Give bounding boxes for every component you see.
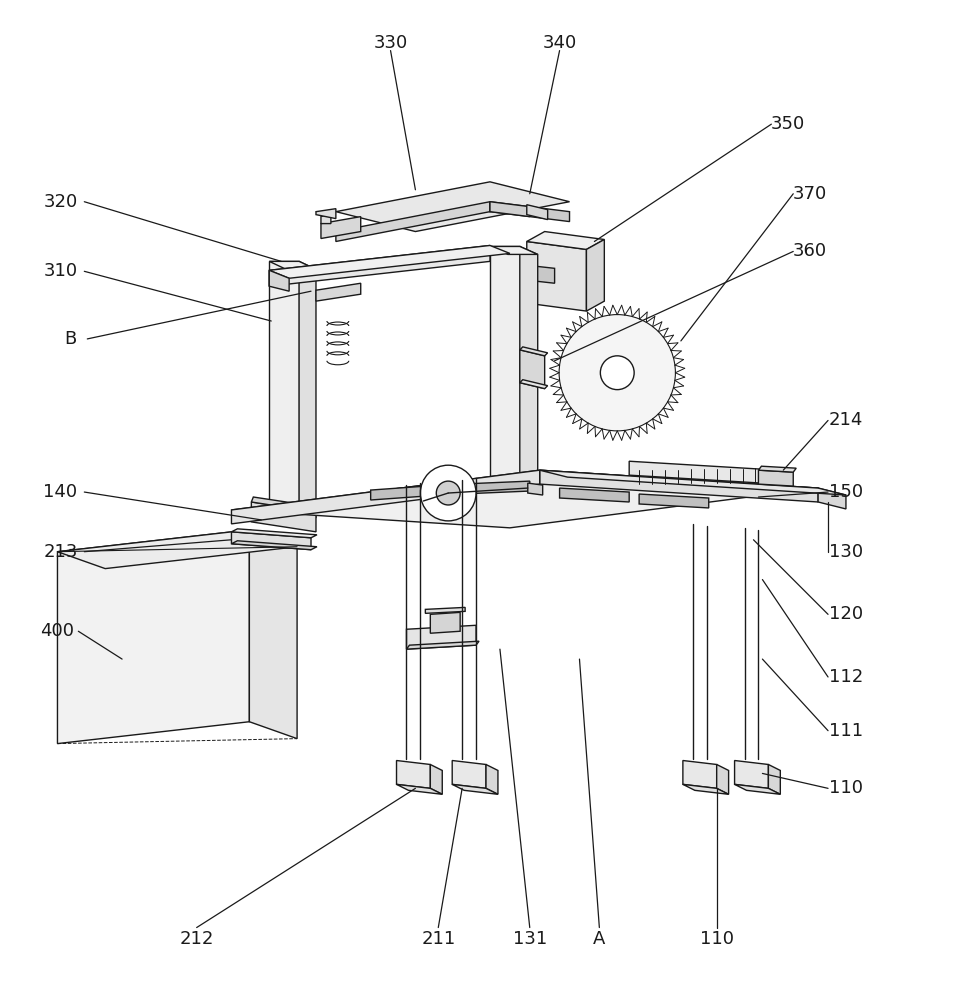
Polygon shape xyxy=(527,241,586,311)
Text: 120: 120 xyxy=(829,605,863,623)
Text: 140: 140 xyxy=(44,483,78,501)
Polygon shape xyxy=(406,625,476,649)
Circle shape xyxy=(600,356,634,390)
Polygon shape xyxy=(232,470,818,528)
Text: 130: 130 xyxy=(829,543,863,561)
Text: 212: 212 xyxy=(179,930,214,948)
Text: A: A xyxy=(593,930,606,948)
Polygon shape xyxy=(540,470,818,502)
Polygon shape xyxy=(759,470,793,486)
Polygon shape xyxy=(232,541,317,550)
Text: 340: 340 xyxy=(543,34,577,52)
Polygon shape xyxy=(232,470,540,524)
Polygon shape xyxy=(316,283,360,301)
Text: 214: 214 xyxy=(829,411,863,429)
Polygon shape xyxy=(490,246,520,510)
Text: 150: 150 xyxy=(829,483,863,501)
Polygon shape xyxy=(490,246,538,254)
Polygon shape xyxy=(528,483,543,495)
Text: 370: 370 xyxy=(793,185,827,203)
Polygon shape xyxy=(396,784,442,794)
Circle shape xyxy=(436,481,460,505)
Text: 360: 360 xyxy=(793,242,827,260)
Polygon shape xyxy=(520,246,538,518)
Polygon shape xyxy=(520,380,547,389)
Text: 320: 320 xyxy=(43,193,78,211)
Polygon shape xyxy=(232,532,311,550)
Circle shape xyxy=(421,465,476,521)
Polygon shape xyxy=(316,209,336,219)
Polygon shape xyxy=(629,461,778,484)
Polygon shape xyxy=(249,530,297,739)
Polygon shape xyxy=(321,214,331,224)
Polygon shape xyxy=(321,217,360,239)
Polygon shape xyxy=(527,232,604,249)
Polygon shape xyxy=(269,261,299,510)
Polygon shape xyxy=(537,266,554,283)
Polygon shape xyxy=(527,205,547,220)
Text: 330: 330 xyxy=(373,34,408,52)
Polygon shape xyxy=(768,764,780,794)
Polygon shape xyxy=(490,202,530,217)
Polygon shape xyxy=(431,764,442,794)
Polygon shape xyxy=(460,481,530,494)
Text: 112: 112 xyxy=(829,668,863,686)
Polygon shape xyxy=(269,245,490,286)
Polygon shape xyxy=(431,612,460,633)
Polygon shape xyxy=(540,470,846,495)
Text: 400: 400 xyxy=(41,622,74,640)
Polygon shape xyxy=(818,488,846,509)
Circle shape xyxy=(559,315,675,431)
Polygon shape xyxy=(336,202,490,241)
Polygon shape xyxy=(452,784,498,794)
Polygon shape xyxy=(371,485,440,500)
Polygon shape xyxy=(251,497,318,512)
Text: B: B xyxy=(64,330,77,348)
Polygon shape xyxy=(734,784,780,794)
Polygon shape xyxy=(520,350,544,389)
Polygon shape xyxy=(269,245,509,278)
Text: 110: 110 xyxy=(829,779,863,797)
Text: 131: 131 xyxy=(512,930,546,948)
Polygon shape xyxy=(426,607,466,613)
Text: 213: 213 xyxy=(43,543,78,561)
Polygon shape xyxy=(251,502,316,532)
Polygon shape xyxy=(269,270,289,291)
Text: 111: 111 xyxy=(829,722,863,740)
Polygon shape xyxy=(452,761,486,788)
Polygon shape xyxy=(490,202,570,222)
Polygon shape xyxy=(586,239,604,311)
Polygon shape xyxy=(639,494,709,508)
Polygon shape xyxy=(336,182,570,232)
Polygon shape xyxy=(57,530,249,744)
Text: 110: 110 xyxy=(699,930,733,948)
Polygon shape xyxy=(486,764,498,794)
Polygon shape xyxy=(299,261,316,518)
Polygon shape xyxy=(232,529,317,538)
Polygon shape xyxy=(520,347,547,356)
Polygon shape xyxy=(269,261,316,269)
Text: 310: 310 xyxy=(44,262,78,280)
Text: 211: 211 xyxy=(421,930,456,948)
Polygon shape xyxy=(560,488,629,502)
Polygon shape xyxy=(406,641,479,649)
Polygon shape xyxy=(683,784,729,794)
Polygon shape xyxy=(734,761,768,788)
Text: 350: 350 xyxy=(771,115,805,133)
Polygon shape xyxy=(759,466,796,472)
Polygon shape xyxy=(57,530,297,569)
Polygon shape xyxy=(396,761,431,788)
Polygon shape xyxy=(717,764,729,794)
Polygon shape xyxy=(683,761,717,788)
